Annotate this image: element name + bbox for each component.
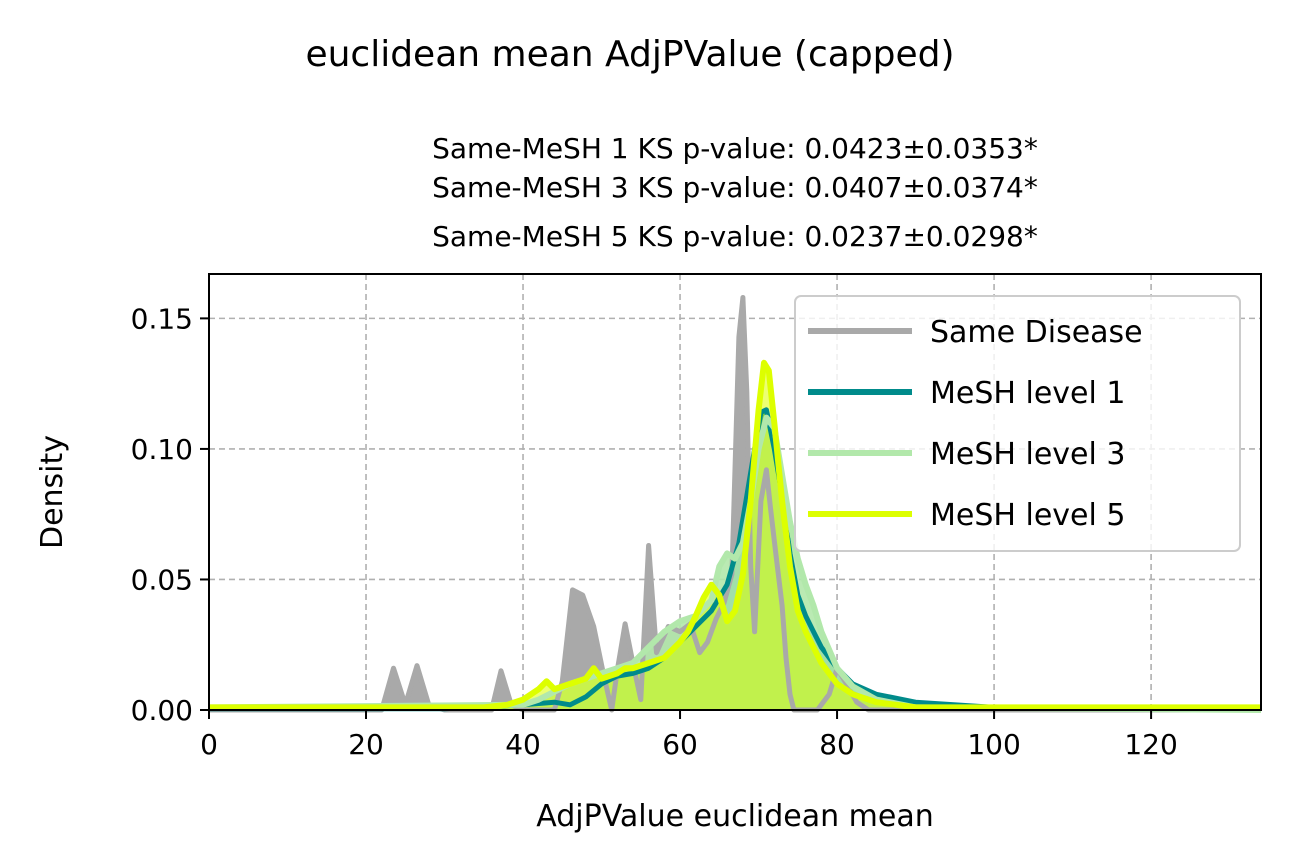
- subtitle-line-3: Same-MeSH 5 KS p-value: 0.0237±0.0298*: [432, 220, 1038, 253]
- subtitle-line-2: Same-MeSH 3 KS p-value: 0.0407±0.0374*: [432, 171, 1038, 204]
- legend: Same Disease MeSH level 1 MeSH level 3 MeSH…: [794, 295, 1241, 552]
- legend-label: MeSH level 5: [930, 498, 1125, 533]
- y-tick-label: 0.00: [131, 694, 193, 727]
- x-tick-label: 40: [505, 728, 541, 761]
- x-tick-label: 80: [819, 728, 855, 761]
- x-tick-label: 20: [348, 728, 384, 761]
- x-tick-label: 100: [967, 728, 1020, 761]
- legend-label: Same Disease: [930, 315, 1143, 350]
- x-tick-label: 0: [200, 728, 218, 761]
- y-tick-label: 0.05: [131, 563, 193, 596]
- subtitle-line-1: Same-MeSH 1 KS p-value: 0.0423±0.0353*: [432, 132, 1038, 165]
- y-tick-label: 0.15: [131, 302, 193, 335]
- legend-label: MeSH level 3: [930, 437, 1125, 472]
- y-axis-label: Density: [35, 435, 70, 549]
- legend-box: [794, 295, 1241, 552]
- x-axis-label: AdjPValue euclidean mean: [536, 799, 934, 834]
- legend-label: MeSH level 1: [930, 376, 1125, 411]
- series-line-4: [209, 359, 1261, 711]
- series-line-3: [208, 414, 1262, 713]
- plot-frame: [208, 273, 1262, 711]
- y-tick-label: 0.10: [131, 433, 193, 466]
- y-axis-ticks: 0.00 0.05 0.10 0.15: [131, 302, 209, 727]
- series-fill-4: [209, 362, 1261, 710]
- chart-title: euclidean mean AdjPValue (capped): [305, 34, 954, 75]
- x-axis-ticks: 0 20 40 60 80 100 120: [200, 710, 1178, 761]
- x-tick-label: 60: [662, 728, 698, 761]
- x-tick-label: 120: [1124, 728, 1177, 761]
